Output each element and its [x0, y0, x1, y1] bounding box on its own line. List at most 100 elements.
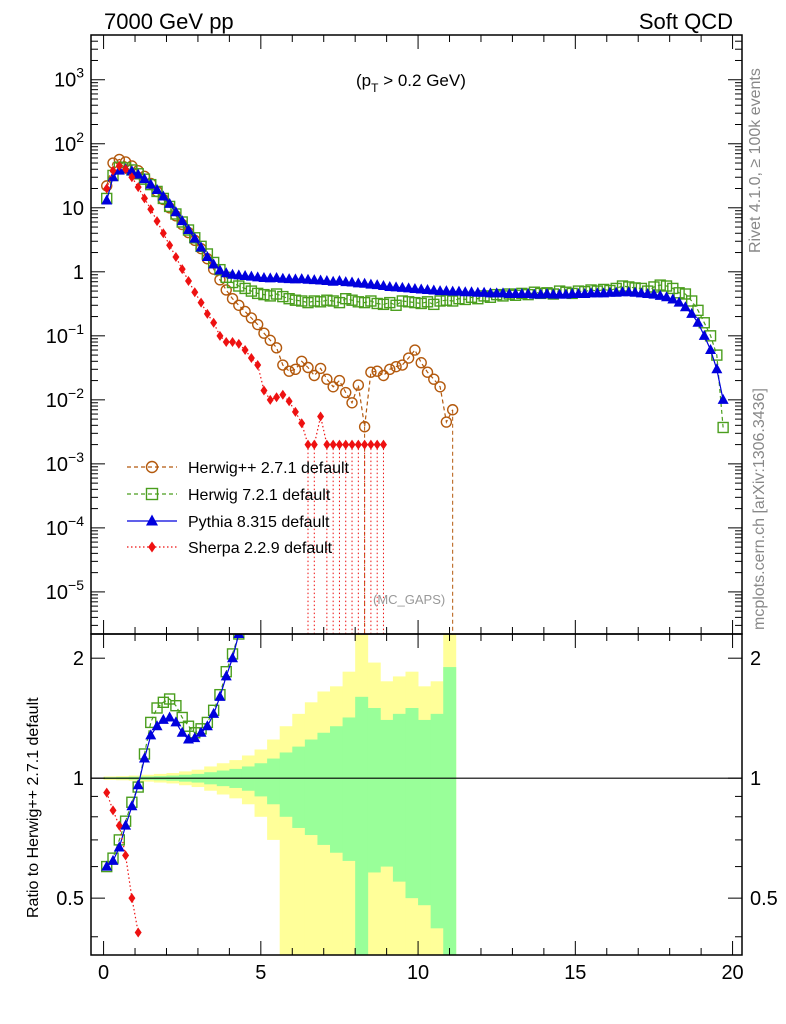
ratio-point	[164, 711, 176, 722]
ratio-point	[157, 696, 170, 709]
band-bin	[380, 719, 394, 867]
ratio-point	[145, 716, 157, 729]
data-point	[340, 293, 352, 305]
data-point	[264, 290, 276, 302]
data-point	[189, 232, 201, 243]
data-point	[220, 267, 232, 278]
ratio-point	[134, 927, 142, 938]
legend-label: Sherpa 2.2.9 default	[188, 540, 333, 557]
data-point	[679, 288, 692, 300]
data-point	[157, 190, 169, 201]
band-bin	[342, 717, 356, 861]
data-point	[346, 294, 358, 306]
data-point	[302, 296, 314, 309]
data-point	[390, 299, 402, 311]
band-bin	[304, 739, 318, 836]
band-bin	[317, 732, 331, 845]
data-point	[264, 334, 276, 347]
data-point	[308, 295, 320, 307]
ratio-point	[176, 726, 188, 737]
data-point	[317, 411, 325, 422]
data-point	[145, 178, 157, 189]
ratio-point	[195, 726, 207, 737]
data-point	[101, 194, 113, 205]
y-tick-label: 10−3	[46, 449, 84, 476]
data-point	[346, 397, 358, 409]
ratio-point	[176, 711, 188, 724]
category-label: Soft QCD	[639, 9, 733, 34]
data-point	[428, 298, 440, 311]
data-point	[151, 183, 163, 194]
data-point	[685, 295, 698, 307]
data-point	[258, 327, 270, 339]
legend-entry: Sherpa 2.2.9 default	[127, 540, 333, 557]
data-point	[661, 291, 673, 302]
data-point	[208, 258, 220, 269]
data-point	[260, 385, 268, 396]
data-point	[277, 290, 289, 303]
ratio-panel	[91, 634, 742, 955]
data-point	[717, 393, 729, 404]
energy-label: 7000 GeV pp	[104, 9, 234, 34]
ratio-point	[109, 805, 117, 816]
data-point	[648, 288, 660, 299]
ratio-point	[107, 854, 119, 865]
ratio-point	[170, 716, 182, 727]
data-point	[283, 293, 295, 305]
mcplots-label: mcplots.cern.ch [arXiv:1306.3436]	[751, 388, 768, 630]
legend-entry: Herwig++ 2.7.1 default	[127, 460, 350, 477]
data-point	[277, 359, 289, 371]
ratio-point	[132, 779, 144, 790]
cut-label: (pT > 0.2 GeV)	[356, 71, 466, 95]
ratio-line	[106, 634, 240, 867]
ratio-y-tick-label-right: 1	[750, 768, 761, 790]
data-point	[285, 396, 293, 407]
ratio-point	[182, 720, 195, 732]
data-point	[178, 264, 186, 275]
data-point	[314, 296, 327, 308]
data-point	[298, 418, 306, 429]
data-point	[358, 296, 371, 309]
data-point	[679, 301, 691, 312]
data-point	[283, 365, 295, 377]
legend-label: Pythia 8.315 default	[188, 514, 330, 531]
band-bin	[267, 758, 281, 805]
data-point	[302, 361, 314, 374]
data-point	[314, 362, 327, 375]
data-point	[226, 293, 239, 305]
data-point	[352, 379, 365, 391]
ratio-point	[151, 720, 163, 731]
ratio-y-tick-label: 1	[73, 768, 84, 790]
data-point	[333, 274, 345, 285]
data-point	[270, 342, 283, 354]
data-point	[138, 173, 150, 184]
data-point	[170, 206, 182, 217]
data-point	[247, 353, 255, 364]
legend-marker	[146, 514, 158, 526]
data-point	[254, 360, 262, 371]
ratio-point	[227, 652, 239, 663]
data-point	[235, 338, 243, 349]
data-point	[321, 294, 333, 306]
data-point	[428, 373, 440, 385]
data-point	[210, 317, 218, 328]
series-1	[101, 161, 729, 434]
data-point	[446, 295, 459, 307]
data-point	[107, 171, 119, 182]
ratio-point	[128, 893, 136, 904]
data-point	[308, 369, 320, 382]
y-tick-label: 103	[54, 65, 84, 92]
data-point	[233, 299, 245, 311]
x-tick-label: 0	[98, 962, 109, 984]
series-2	[101, 163, 729, 404]
data-point	[440, 294, 453, 306]
ratio-y-tick-label-right: 0.5	[750, 888, 778, 910]
data-point	[128, 172, 136, 183]
ratio-point	[120, 819, 132, 830]
data-point	[365, 295, 377, 307]
data-point	[229, 337, 237, 348]
data-point	[352, 296, 365, 308]
data-point	[377, 369, 390, 382]
data-point	[273, 392, 281, 403]
